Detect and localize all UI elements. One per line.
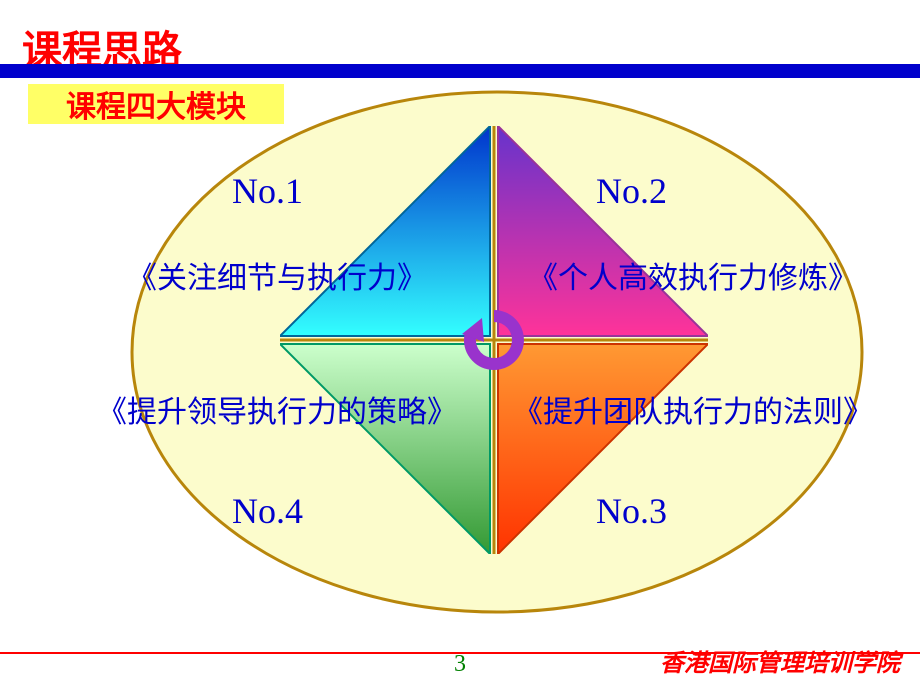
q4-number: No.4 <box>232 490 303 532</box>
q2-text: 《个人高效执行力修炼》 <box>498 262 888 295</box>
q1-number: No.1 <box>232 170 303 212</box>
triangle-q1 <box>280 126 490 336</box>
q1-text: 《关注细节与执行力》 <box>82 262 472 295</box>
triangle-q4 <box>280 344 490 554</box>
q2-number: No.2 <box>596 170 667 212</box>
q3-text: 《提升团队执行力的法则》 <box>498 396 888 429</box>
q3-number: No.3 <box>596 490 667 532</box>
footer-org: 香港国际管理培训学院 <box>660 643 900 678</box>
page-number: 3 <box>454 651 466 678</box>
triangle-q2 <box>498 126 708 336</box>
q4-text: 《提升领导执行力的策略》 <box>82 396 472 429</box>
